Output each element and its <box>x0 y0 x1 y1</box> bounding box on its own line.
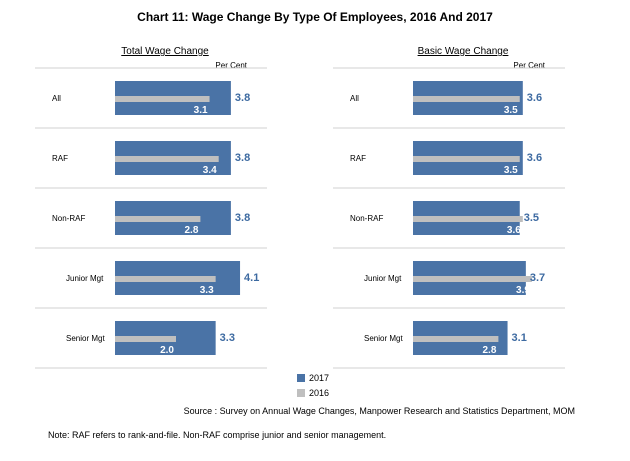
bar-2016-raf <box>115 156 219 162</box>
value-label-2017-raf: 3.6 <box>527 152 542 164</box>
value-label-2017-non-raf: 3.5 <box>524 212 539 224</box>
legend-swatch-2016 <box>297 389 305 397</box>
category-label-non-raf: Non-RAF <box>52 214 85 223</box>
bar-2016-junior-mgt <box>413 276 532 282</box>
legend-item-2016: 2016 <box>297 388 329 398</box>
value-label-2017-senior-mgt: 3.1 <box>512 332 527 344</box>
total-wage-change-chart: Total Wage Change Per Cent All 3.8 3.1 RAF 3.8… <box>35 46 267 369</box>
value-label-2017-senior-mgt: 3.3 <box>220 332 235 344</box>
value-label-2016-all: 3.1 <box>194 105 208 116</box>
value-label-2017-junior-mgt: 3.7 <box>530 272 545 284</box>
total-unit-label: Per Cent <box>215 61 247 70</box>
legend-item-2017: 2017 <box>297 373 329 383</box>
bar-2016-non-raf <box>115 216 201 222</box>
value-label-2016-non-raf: 3.6 <box>507 225 521 236</box>
bar-2016-non-raf <box>413 216 523 222</box>
bar-2016-raf <box>413 156 520 162</box>
legend-label-2016: 2016 <box>309 388 330 398</box>
value-label-2016-raf: 3.5 <box>504 165 518 176</box>
value-label-2016-raf: 3.4 <box>203 165 217 176</box>
value-label-2017-all: 3.6 <box>527 92 542 104</box>
category-label-senior-mgt: Senior Mgt <box>66 334 105 343</box>
category-label-all: All <box>350 94 359 103</box>
value-label-2016-all: 3.5 <box>504 105 518 116</box>
category-label-non-raf: Non-RAF <box>350 214 383 223</box>
category-label-junior-mgt: Junior Mgt <box>364 274 402 283</box>
footnote: Note: RAF refers to rank-and-file. Non-R… <box>48 430 387 440</box>
bar-2016-junior-mgt <box>115 276 216 282</box>
value-label-2017-raf: 3.8 <box>235 152 250 164</box>
total-panel-title: Total Wage Change <box>121 46 209 57</box>
value-label-2017-non-raf: 3.8 <box>235 212 250 224</box>
total-wage-change-panel: Total Wage Change Per Cent All 3.8 3.1 RAF 3.8… <box>35 42 300 382</box>
value-label-2016-senior-mgt: 2.8 <box>482 345 496 356</box>
bar-2016-all <box>413 96 520 102</box>
bar-2016-senior-mgt <box>413 336 499 342</box>
value-label-2016-non-raf: 2.8 <box>184 225 198 236</box>
chart-title: Chart 11: Wage Change By Type Of Employe… <box>137 10 493 24</box>
category-label-senior-mgt: Senior Mgt <box>364 334 403 343</box>
legend-label-2017: 2017 <box>309 373 330 383</box>
basic-panel-title: Basic Wage Change <box>418 46 509 57</box>
value-label-2016-junior-mgt: 3.3 <box>200 285 214 296</box>
legend-swatch-2017 <box>297 374 305 382</box>
basic-wage-change-panel: Basic Wage Change Per Cent All 3.6 3.5 RAF 3.6… <box>333 42 598 382</box>
category-label-all: All <box>52 94 61 103</box>
value-label-2016-junior-mgt: 3.9 <box>516 285 530 296</box>
category-label-junior-mgt: Junior Mgt <box>66 274 104 283</box>
basic-unit-label: Per Cent <box>513 61 545 70</box>
category-label-raf: RAF <box>52 154 68 163</box>
bar-2016-all <box>115 96 210 102</box>
category-label-raf: RAF <box>350 154 366 163</box>
bar-2016-senior-mgt <box>115 336 176 342</box>
value-label-2017-junior-mgt: 4.1 <box>244 272 259 284</box>
source-note: Source : Survey on Annual Wage Changes, … <box>183 406 575 416</box>
value-label-2016-senior-mgt: 2.0 <box>160 345 174 356</box>
value-label-2017-all: 3.8 <box>235 92 250 104</box>
